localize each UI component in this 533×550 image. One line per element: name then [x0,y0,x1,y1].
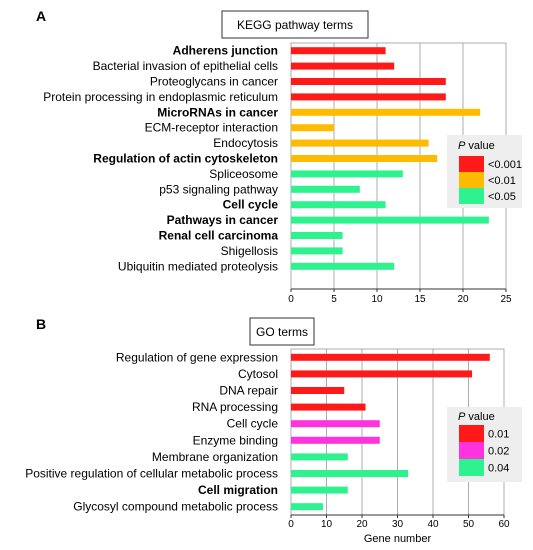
chart-b-category-label: Enzyme binding [193,433,278,447]
chart-a-category-label: Cell cycle [223,198,279,212]
chart-a-bar [291,170,403,178]
chart-a-category-label: Shigellosis [221,244,278,258]
chart-a-tick-label: 10 [371,294,383,305]
chart-b-bar [291,470,409,477]
chart-a-tick-label: 5 [331,294,337,305]
chart-a-panel-letter: A [36,8,46,24]
chart-b-tick-label: 40 [427,519,439,530]
chart-b-legend-label: 0.04 [488,463,509,475]
chart-a-category-label: Renal cell carcinoma [159,229,279,243]
chart-a-bar [291,139,429,147]
chart-a-bar [291,216,489,224]
chart-b-category-label: Cell migration [198,483,278,497]
chart-a-legend-title-rest: value [465,140,494,152]
chart-a-bar [291,108,481,116]
chart-a-bar [291,201,386,209]
chart-a-legend-label: <0.05 [488,191,516,203]
chart-b-legend-title-rest: value [465,411,494,423]
chart-b-legend-swatch [459,425,484,442]
chart-b-bar [291,486,348,494]
chart-a-category-label: Proteoglycans in cancer [150,75,278,89]
chart-b-category-label: Membrane organization [152,450,278,464]
chart-a-legend-swatch [459,172,484,188]
chart-a-bar [291,47,386,55]
chart-b-legend-swatch [459,442,484,459]
chart-b-category-label: Positive regulation of cellular metaboli… [25,467,278,481]
chart-b-bar [291,370,473,378]
chart-b-bar [291,353,490,361]
chart-a-category-label: Spliceosome [209,167,278,181]
chart-a-title: KEGG pathway terms [237,18,353,32]
chart-a-legend-swatch [459,156,484,172]
chart-a-tick-label: 0 [288,294,294,305]
chart-a-bar [291,78,446,85]
chart-b-bar [291,387,345,394]
chart-b-category-label: Cell cycle [227,417,279,431]
chart-b-bar [291,403,366,411]
chart-b-category-label: Glycosyl compound metabolic process [73,500,278,514]
chart-b-tick-label: 60 [498,519,510,530]
chart-a-category-label: Protein processing in endoplasmic reticu… [43,90,278,104]
chart-a-bar [291,124,334,132]
chart-b-legend-swatch [459,459,484,476]
chart-a-category-label: Bacterial invasion of epithelial cells [93,59,278,73]
chart-a-tick-label: 20 [457,294,469,305]
chart-a-title-box [221,10,369,39]
chart-b-category-label: Cytosol [238,367,278,381]
chart-b-tick-label: 30 [392,519,404,530]
chart-a-tick-label: 25 [500,294,512,305]
chart-b-legend-label: 0.01 [488,429,509,441]
chart-b-tick-label: 0 [288,519,294,530]
chart-a-category-label: Regulation of actin cytoskeleton [93,152,278,166]
chart-b-title: GO terms [256,325,308,339]
chart-a-bar [291,185,360,193]
chart-a-bar [291,247,343,255]
chart-a-legend-label: <0.001 [488,159,522,171]
chart-b-tick-label: 50 [463,519,475,530]
chart-b-tick-label: 20 [356,519,368,530]
chart-a-legend-title: P value [458,140,495,152]
chart-a-legend-title-italic: P [458,140,466,152]
chart-a-bar [291,262,395,270]
chart-a-category-label: Endocytosis [213,136,278,150]
chart-a-category-label: p53 signaling pathway [159,182,278,196]
chart-b-x-axis-title: Gene number [364,533,432,545]
chart-b-panel-letter: B [36,316,46,332]
chart-b-bar [291,420,380,428]
chart-b-category-label: DNA repair [219,384,278,398]
chart-b-legend-title: P value [458,411,495,423]
chart-a-legend-swatch [459,188,484,204]
chart-a-category-label: MicroRNAs in cancer [157,105,278,119]
chart-a-bar [291,62,395,70]
chart-a-category-label: Ubiquitin mediated proteolysis [118,259,278,273]
chart-a-bar [291,155,438,162]
chart-b-legend-label: 0.02 [488,446,509,458]
chart-a-bar [291,232,343,239]
chart-b-title-box [249,317,315,346]
chart-a-tick-label: 15 [414,294,426,305]
chart-b-legend-title-italic: P [458,411,466,423]
chart-a-category-label: Pathways in cancer [167,213,279,227]
chart-a-legend-label: <0.01 [488,175,516,187]
chart-a-category-label: ECM-receptor interaction [145,121,278,135]
chart-b-category-label: RNA processing [192,400,278,414]
chart-b-tick-label: 10 [321,519,333,530]
chart-b-bar [291,436,380,444]
chart-a-category-label: Adherens junction [173,44,278,58]
chart-b-bar [291,503,323,511]
chart-b-bar [291,453,348,461]
chart-b-category-label: Regulation of gene expression [116,350,278,364]
chart-a-bar [291,93,446,101]
